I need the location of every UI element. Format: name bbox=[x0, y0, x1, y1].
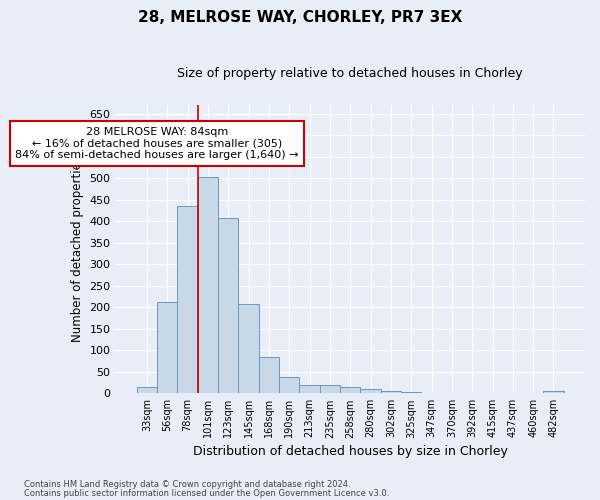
Bar bbox=[157, 302, 178, 394]
Bar bbox=[361, 389, 381, 394]
Title: Size of property relative to detached houses in Chorley: Size of property relative to detached ho… bbox=[178, 68, 523, 80]
Text: 28 MELROSE WAY: 84sqm
← 16% of detached houses are smaller (305)
84% of semi-det: 28 MELROSE WAY: 84sqm ← 16% of detached … bbox=[16, 127, 299, 160]
Bar bbox=[178, 206, 198, 394]
Y-axis label: Number of detached properties: Number of detached properties bbox=[71, 156, 84, 342]
Bar bbox=[259, 357, 279, 394]
Bar bbox=[218, 218, 238, 394]
Bar bbox=[238, 304, 259, 394]
Bar bbox=[299, 385, 320, 394]
Text: Contains HM Land Registry data © Crown copyright and database right 2024.: Contains HM Land Registry data © Crown c… bbox=[24, 480, 350, 489]
Bar bbox=[198, 177, 218, 394]
Bar bbox=[340, 387, 361, 394]
Bar bbox=[279, 377, 299, 394]
Bar bbox=[137, 387, 157, 394]
Bar bbox=[401, 392, 421, 394]
Text: 28, MELROSE WAY, CHORLEY, PR7 3EX: 28, MELROSE WAY, CHORLEY, PR7 3EX bbox=[138, 10, 462, 25]
Bar bbox=[381, 391, 401, 394]
Text: Contains public sector information licensed under the Open Government Licence v3: Contains public sector information licen… bbox=[24, 488, 389, 498]
X-axis label: Distribution of detached houses by size in Chorley: Distribution of detached houses by size … bbox=[193, 444, 508, 458]
Bar bbox=[320, 385, 340, 394]
Bar bbox=[544, 391, 563, 394]
